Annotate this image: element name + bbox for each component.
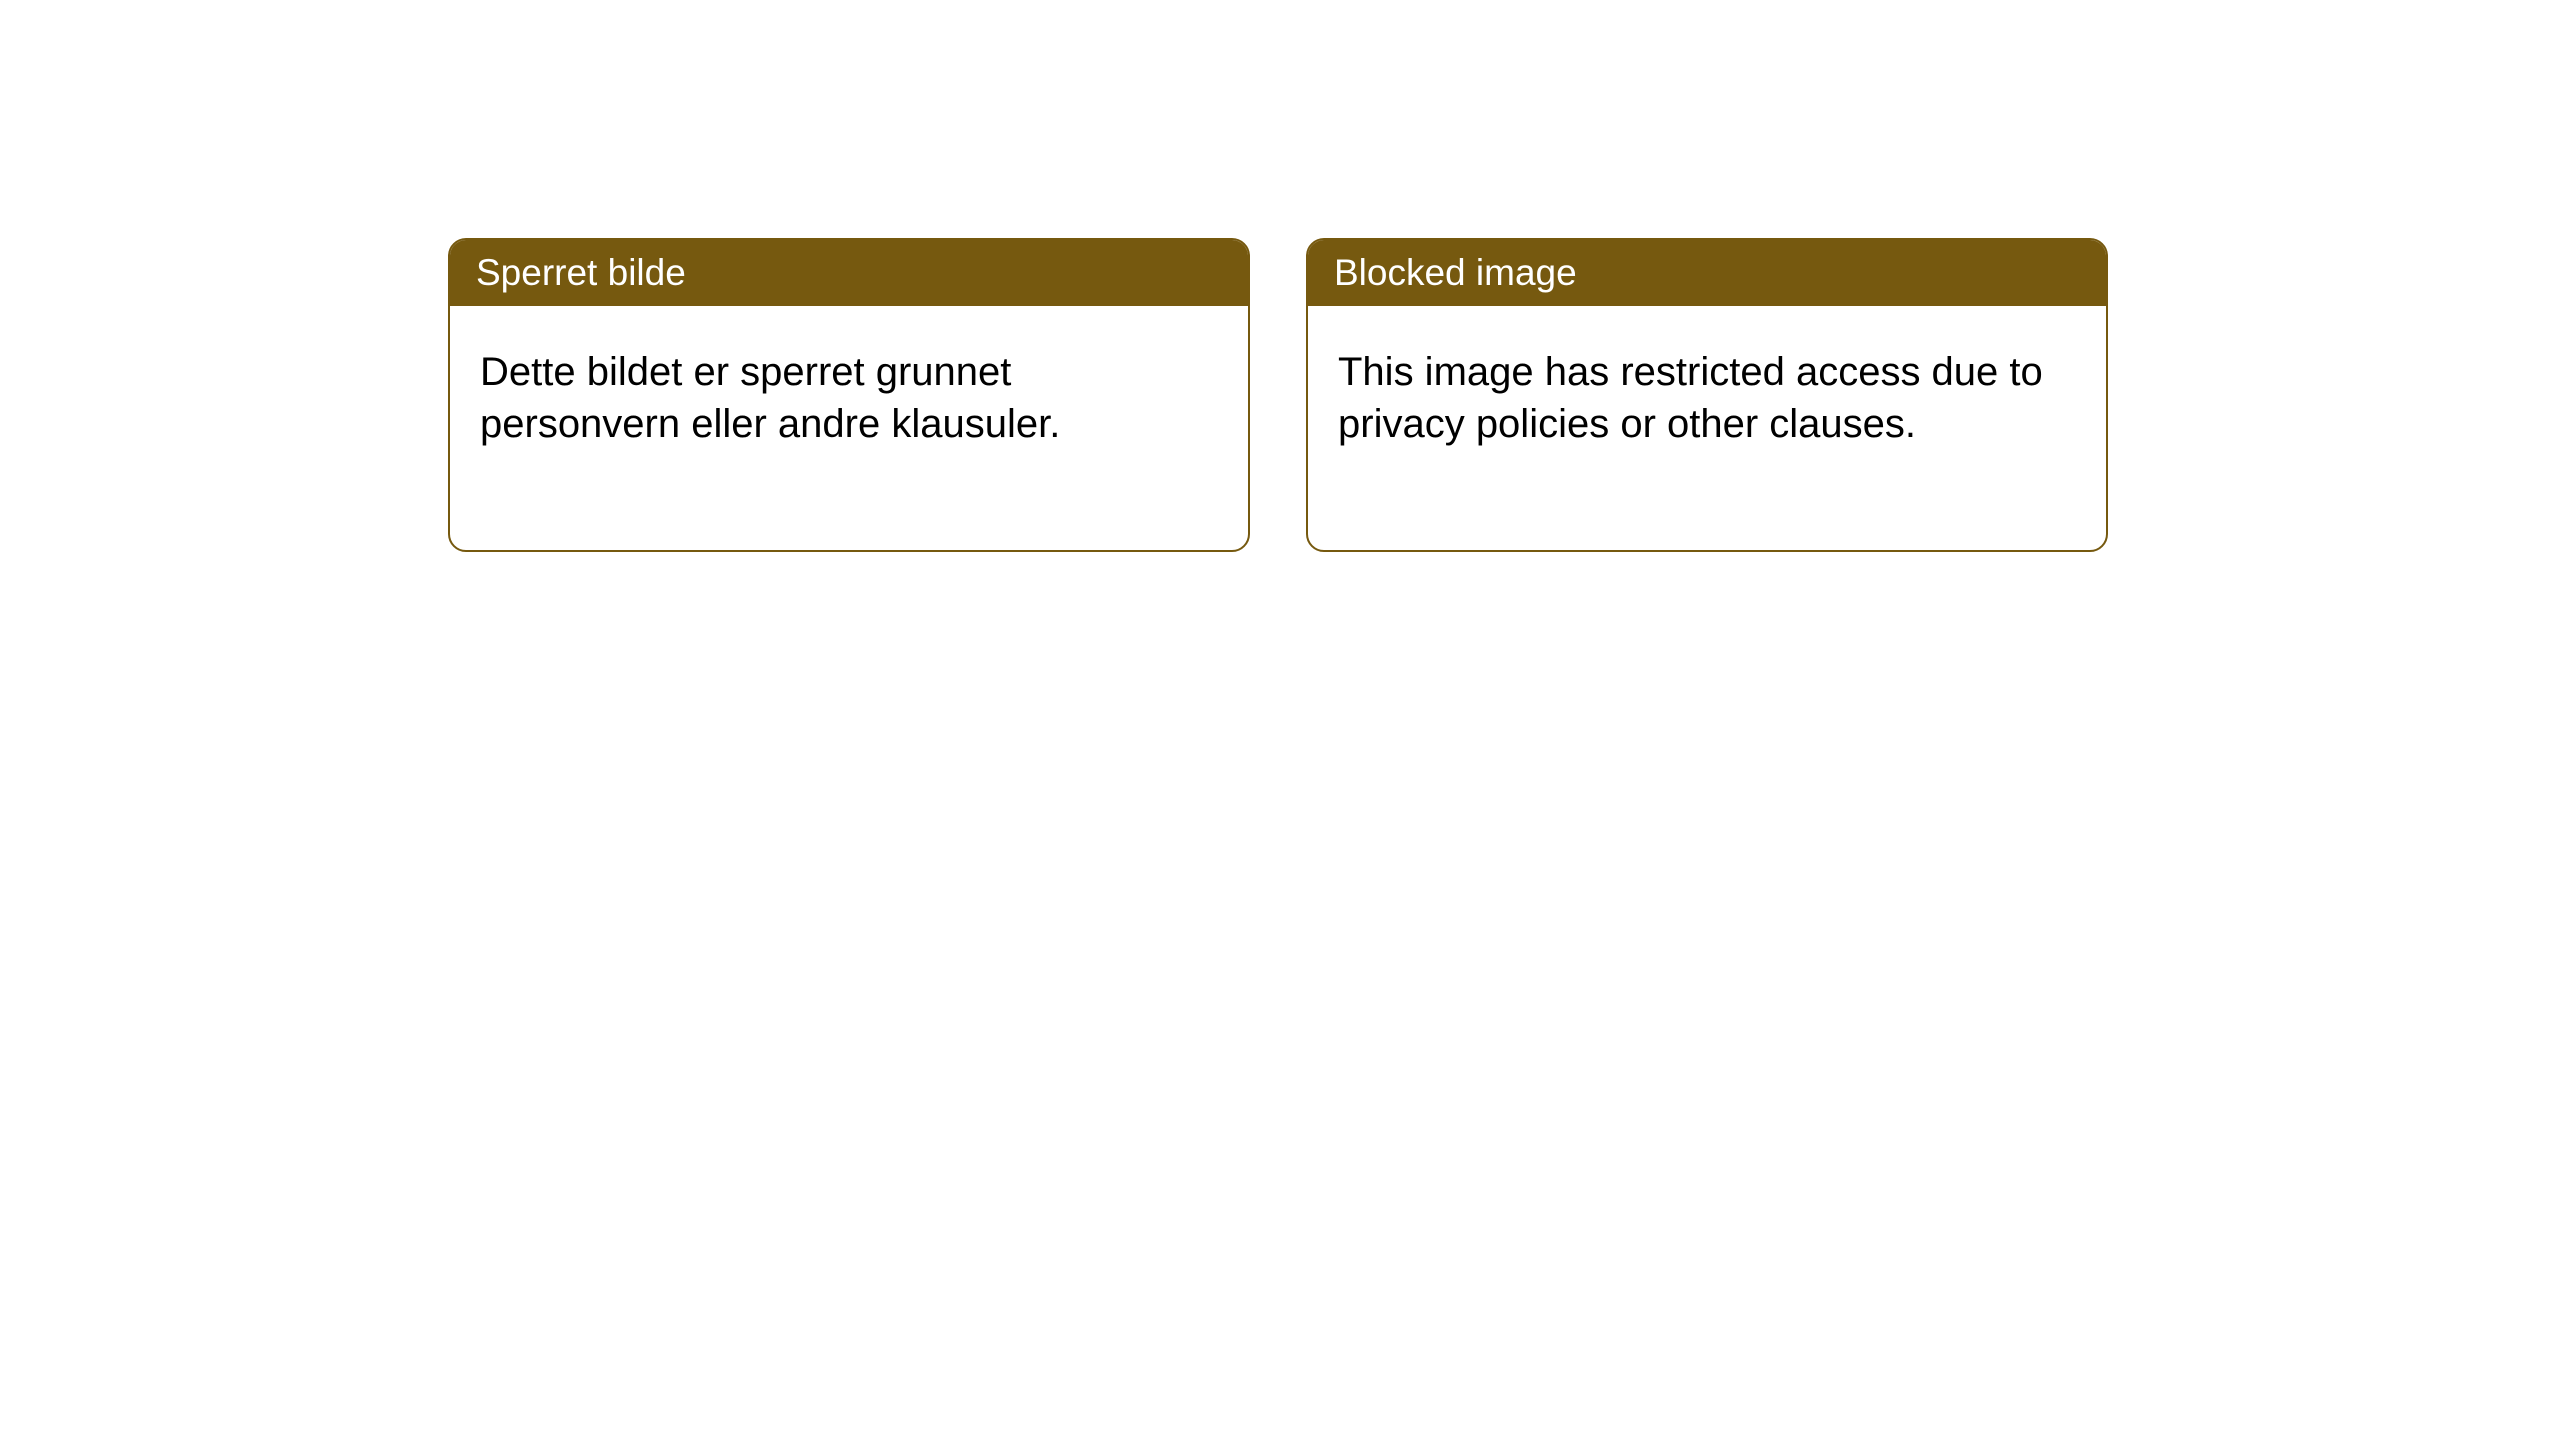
notice-card-title: Blocked image [1308,240,2106,306]
notice-card-body: Dette bildet er sperret grunnet personve… [450,306,1248,550]
notice-card-norwegian: Sperret bilde Dette bildet er sperret gr… [448,238,1250,552]
notice-card-title: Sperret bilde [450,240,1248,306]
notice-card-english: Blocked image This image has restricted … [1306,238,2108,552]
notice-container: Sperret bilde Dette bildet er sperret gr… [0,0,2560,552]
notice-card-body: This image has restricted access due to … [1308,306,2106,550]
